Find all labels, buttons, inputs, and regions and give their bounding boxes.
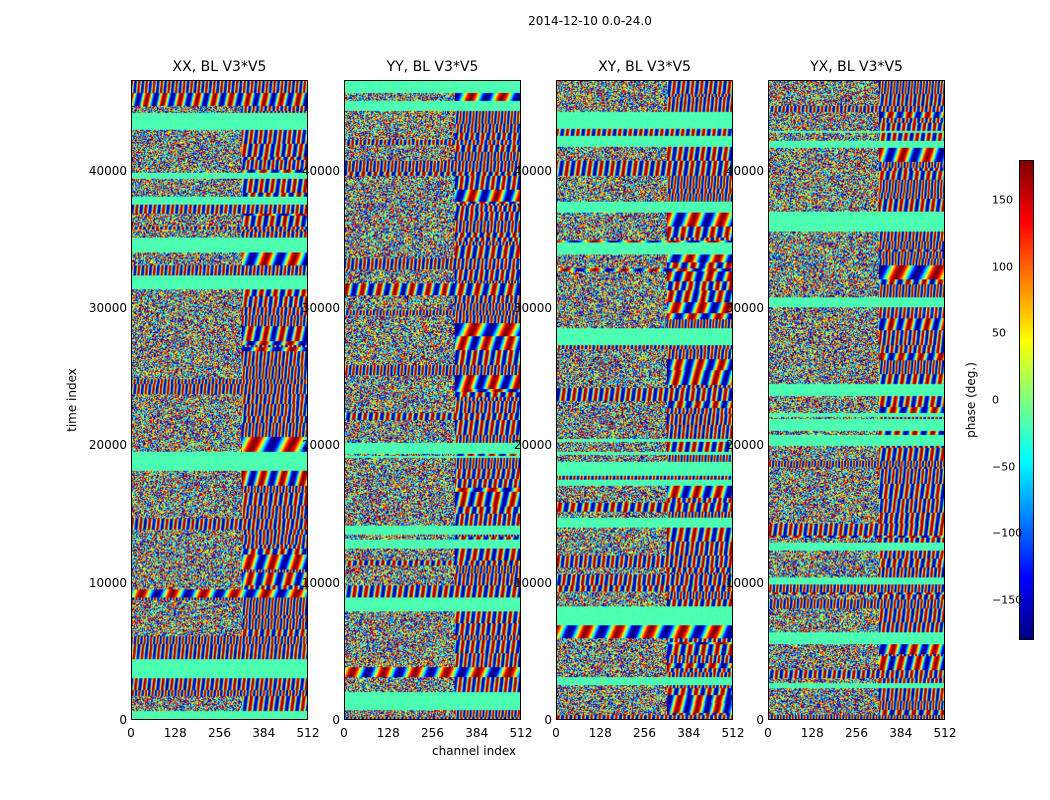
x-tick-label: 128 xyxy=(376,726,400,740)
y-tick-label: 30000 xyxy=(301,300,340,315)
x-tick-label: 128 xyxy=(800,726,824,740)
colorbar-tick-label: 0 xyxy=(992,393,999,407)
x-tick-label: 384 xyxy=(465,726,489,740)
heatmap-xx xyxy=(132,81,307,719)
y-tick-label: 40000 xyxy=(725,163,764,178)
y-tick-label: 0 xyxy=(119,713,127,727)
y-tick-label: 0 xyxy=(756,713,764,727)
x-tick-label: 512 xyxy=(296,726,320,740)
y-tick-label: 20000 xyxy=(301,438,340,453)
y-tick-label: 10000 xyxy=(88,575,127,590)
heatmap-xy xyxy=(557,81,732,719)
x-axis-label: channel index xyxy=(432,744,517,758)
heatmap-panel-yx xyxy=(768,80,945,720)
x-tick-label: 512 xyxy=(721,726,745,740)
x-tick-label: 128 xyxy=(588,726,612,740)
y-tick-label: 30000 xyxy=(725,300,764,315)
y-tick-label: 40000 xyxy=(513,163,552,178)
y-axis-label: time index xyxy=(65,368,79,432)
y-tick-label: 10000 xyxy=(513,575,552,590)
x-tick-label: 384 xyxy=(252,726,276,740)
heatmap-panel-yy xyxy=(344,80,521,720)
x-tick-label: 512 xyxy=(933,726,957,740)
x-tick-label: 0 xyxy=(764,726,772,740)
x-tick-label: 512 xyxy=(509,726,533,740)
panel-title-yy: YY, BL V3*V5 xyxy=(386,59,479,75)
x-tick-label: 256 xyxy=(421,726,444,740)
y-tick-label: 40000 xyxy=(88,163,127,178)
colorbar-tick-label: 100 xyxy=(992,260,1013,274)
colorbar-gradient xyxy=(1020,161,1033,639)
colorbar-tick-label: −100 xyxy=(992,526,1023,540)
y-tick-label: 0 xyxy=(544,713,552,727)
x-tick-label: 256 xyxy=(845,726,868,740)
y-tick-label: 30000 xyxy=(513,300,552,315)
heatmap-panel-xy xyxy=(556,80,733,720)
x-tick-label: 384 xyxy=(889,726,913,740)
colorbar-label: phase (deg.) xyxy=(964,362,978,438)
y-tick-label: 20000 xyxy=(725,438,764,453)
y-tick-label: 10000 xyxy=(301,575,340,590)
y-tick-label: 40000 xyxy=(301,163,340,178)
x-tick-label: 256 xyxy=(208,726,231,740)
panel-title-xx: XX, BL V3*V5 xyxy=(172,59,267,75)
x-tick-label: 128 xyxy=(163,726,187,740)
colorbar-tick-label: −50 xyxy=(992,460,1016,474)
y-tick-label: 20000 xyxy=(513,438,552,453)
x-tick-label: 0 xyxy=(127,726,135,740)
panel-title-xy: XY, BL V3*V5 xyxy=(598,59,691,75)
x-tick-label: 0 xyxy=(340,726,348,740)
figure-title: 2014-12-10 0.0-24.0 xyxy=(528,14,652,28)
x-tick-label: 384 xyxy=(677,726,701,740)
y-tick-label: 10000 xyxy=(725,575,764,590)
colorbar-tick-label: 150 xyxy=(992,193,1013,207)
y-tick-label: 30000 xyxy=(88,300,127,315)
y-tick-label: 20000 xyxy=(88,438,127,453)
colorbar xyxy=(1019,160,1034,640)
x-tick-label: 256 xyxy=(633,726,656,740)
heatmap-yx xyxy=(769,81,944,719)
heatmap-panel-xx xyxy=(131,80,308,720)
x-tick-label: 0 xyxy=(552,726,560,740)
y-tick-label: 0 xyxy=(332,713,340,727)
panel-title-yx: YX, BL V3*V5 xyxy=(810,59,903,75)
colorbar-tick-label: 50 xyxy=(992,326,1006,340)
colorbar-tick-label: −150 xyxy=(992,593,1023,607)
heatmap-yy xyxy=(345,81,520,719)
